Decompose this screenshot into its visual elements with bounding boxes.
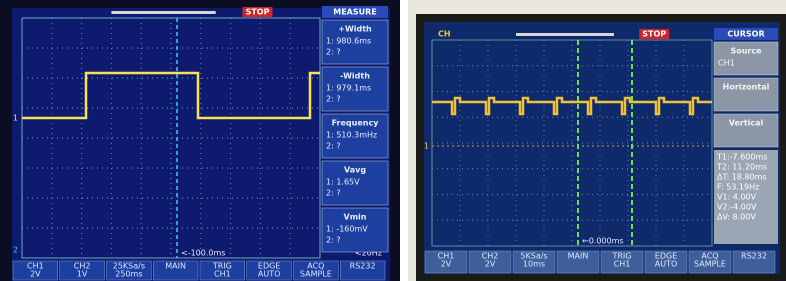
footer-text: AUTO [655,260,678,269]
footer-text: SAMPLE [694,260,726,269]
footer-text: 1V [77,270,88,279]
menu-label: Vmin [344,213,367,222]
footer-text: SAMPLE [300,270,332,279]
menu-label: Source [730,47,762,56]
menu-value: 1: 980.6ms [326,37,371,46]
menu-value: 2: ? [326,48,341,57]
footer-text: 250ms [115,270,142,279]
marker: 1 [13,114,18,123]
menu-value: 2: ? [326,236,341,245]
menu-value: 1: 510.3mHz [326,131,377,140]
menu-value: 1: -160mV [326,225,368,234]
reading: V2:-4.00V [717,203,757,212]
menu-label: -Width [340,72,370,81]
menu-label: Frequency [332,119,380,128]
menu-title: MEASURE [333,8,377,17]
status: STOP [642,30,666,39]
reading: F: 53.19Hz [717,183,759,192]
reading: T1:-7.600ms [716,153,767,162]
footer-text: CH1 [614,260,631,269]
top-bar [111,11,215,14]
menu-value: 1: 979.1ms [326,84,371,93]
reading: T2: 11.20ms [716,163,767,172]
status: STOP [246,8,270,17]
footer-text: 2V [485,260,496,269]
menu-title: CURSOR [727,30,764,39]
footer-text: AUTO [258,270,281,279]
marker: 1 [424,142,429,151]
menu-value: 2: ? [326,95,341,104]
time-offset: ←0.000ms [582,237,624,246]
footer-text: 2V [30,270,41,279]
menu-label: Horizontal [723,83,770,92]
top-bar [516,33,614,36]
marker: 2 [13,246,18,255]
menu-label: Vavg [344,166,366,175]
menu-value: CH1 [718,59,735,68]
footer-text: CH1 [214,270,231,279]
menu-value: 2: ? [326,189,341,198]
menu-label: +Width [338,25,372,34]
footer-text: MAIN [568,252,589,261]
footer-text: RS232 [741,252,767,261]
footer-text: 10ms [523,260,545,269]
menu-value: 1: 1.65V [326,178,360,187]
menu-value: 2: ? [326,142,341,151]
footer-text: 2V [441,260,452,269]
footer-text: RS232 [350,262,376,271]
photo-pair: STOP12<-100.0ms<20HzMEASURE+Width1: 980.… [0,0,786,281]
reading: ΔT: 18.80ms [717,173,767,182]
reading: V1: 4.00V [717,193,757,202]
channel-label: CH [438,30,451,39]
menu-label: Vertical [729,119,764,128]
footer-text: MAIN [165,262,186,271]
reading: ΔV: 8.00V [717,213,756,222]
time-offset: <-100.0ms [181,249,225,258]
